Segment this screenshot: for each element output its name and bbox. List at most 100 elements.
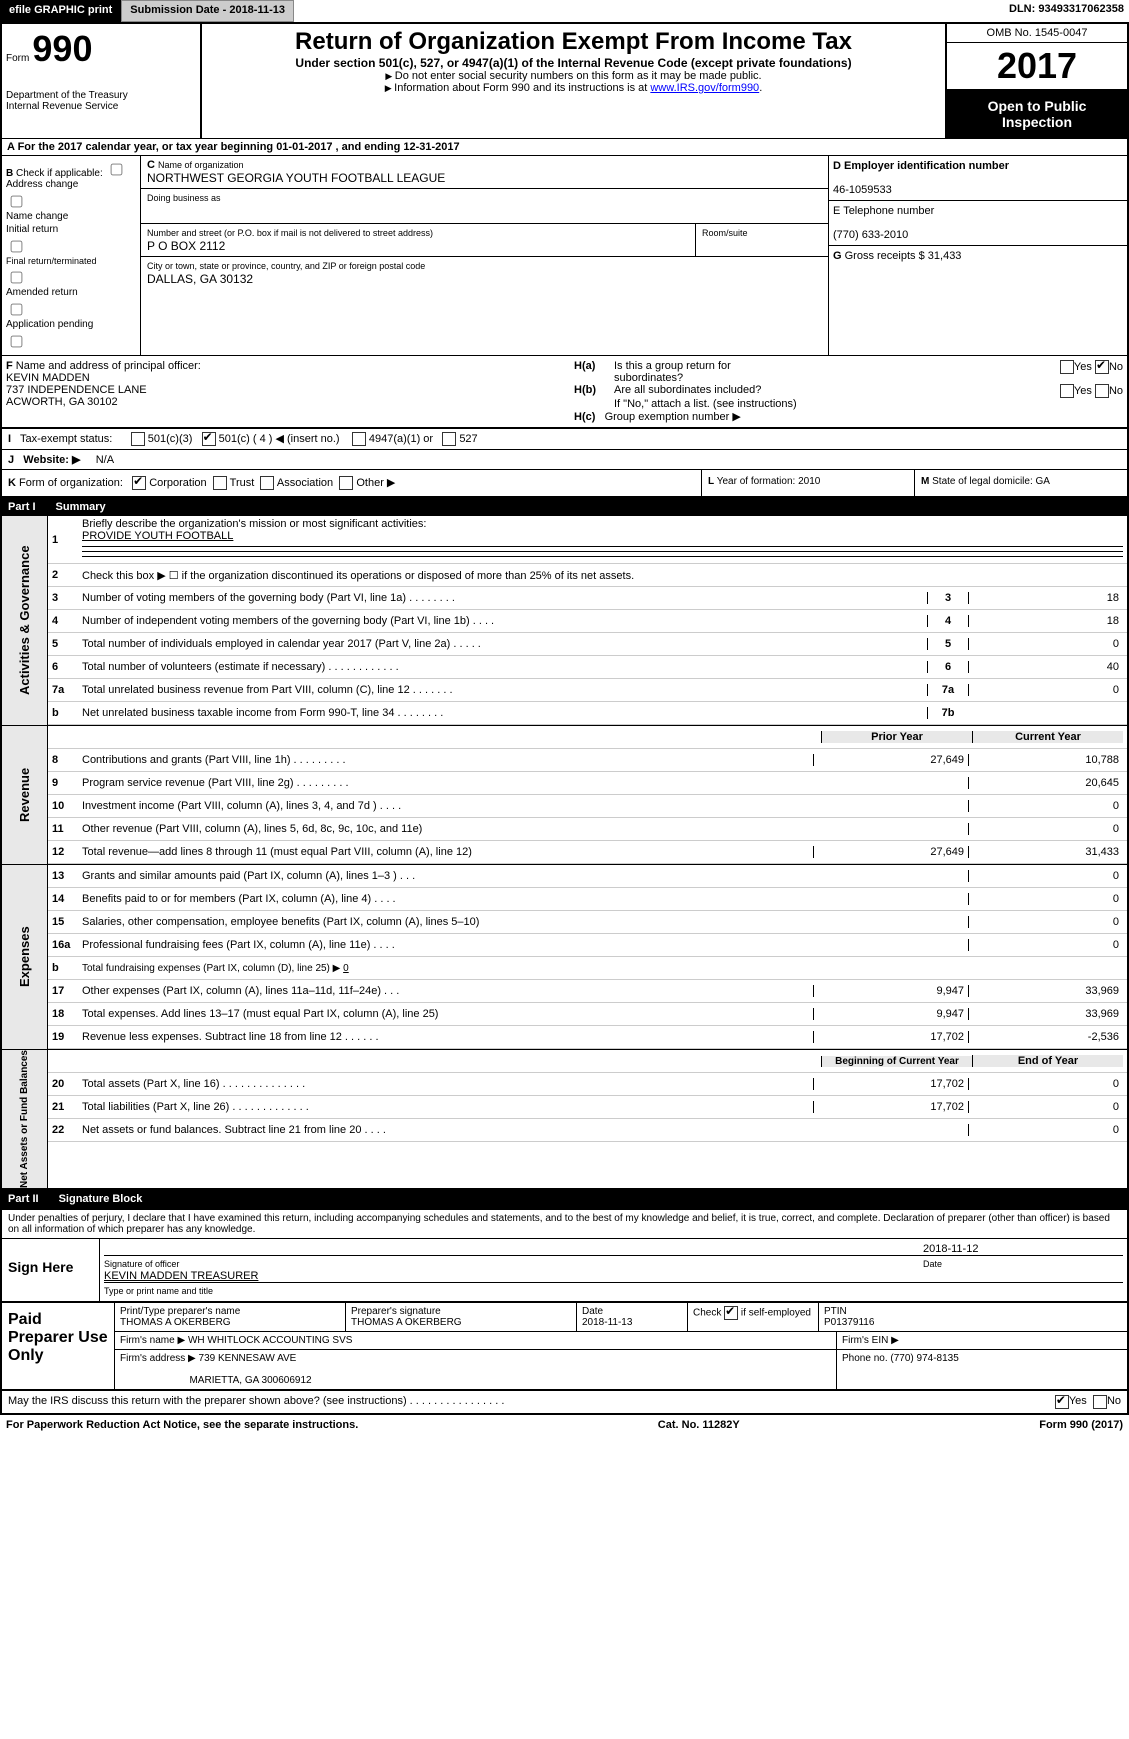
submission-date-box: Submission Date - 2018-11-13 bbox=[121, 0, 294, 22]
opt-other: Other ▶ bbox=[356, 477, 395, 489]
dept-irs: Internal Revenue Service bbox=[6, 101, 196, 112]
checkbox-app-pending[interactable] bbox=[11, 336, 23, 348]
part1-title: Summary bbox=[56, 501, 106, 513]
chk-association[interactable] bbox=[260, 476, 274, 490]
website-label: Website: ▶ bbox=[23, 454, 80, 466]
officer-name: KEVIN MADDEN bbox=[6, 372, 90, 384]
firm-ein-label: Firm's EIN ▶ bbox=[842, 1335, 899, 1346]
ein-label: D Employer identification number bbox=[833, 160, 1009, 172]
discuss-text: May the IRS discuss this return with the… bbox=[8, 1395, 1055, 1409]
discuss-no-checkbox[interactable] bbox=[1093, 1395, 1107, 1409]
row-k-label: K bbox=[8, 477, 16, 489]
discuss-yes-checkbox[interactable] bbox=[1055, 1395, 1069, 1409]
submission-date-label: Submission Date - bbox=[130, 4, 229, 16]
form-number: 990 bbox=[32, 28, 92, 69]
line8-current: 10,788 bbox=[968, 754, 1123, 766]
ha-no-checkbox[interactable] bbox=[1095, 360, 1109, 374]
line16b-pre: Total fundraising expenses (Part IX, col… bbox=[82, 963, 340, 974]
tab-activities-governance: Activities & Governance bbox=[2, 516, 48, 725]
part2-label: Part II bbox=[8, 1193, 59, 1205]
gross-value: 31,433 bbox=[928, 250, 962, 262]
checkbox-initial[interactable] bbox=[11, 241, 23, 253]
submission-date-value: 2018-11-13 bbox=[229, 4, 285, 16]
prep-name: THOMAS A OKERBERG bbox=[120, 1317, 231, 1328]
line21: Total liabilities (Part X, line 26) . . … bbox=[82, 1101, 813, 1113]
firm-addr2: MARIETTA, GA 300606912 bbox=[189, 1375, 311, 1386]
chk-corporation[interactable] bbox=[132, 476, 146, 490]
label-name-change: Name change bbox=[6, 211, 136, 222]
prep-phone-label: Phone no. bbox=[842, 1353, 888, 1364]
hb-no-checkbox[interactable] bbox=[1095, 384, 1109, 398]
section-c-label: C bbox=[147, 159, 155, 171]
chk-501c[interactable] bbox=[202, 432, 216, 446]
org-name-label: Name of organization bbox=[158, 160, 244, 170]
irs-link[interactable]: www.IRS.gov/form990 bbox=[650, 82, 759, 94]
ha-yes-checkbox[interactable] bbox=[1060, 360, 1074, 374]
chk-trust[interactable] bbox=[213, 476, 227, 490]
part2-title: Signature Block bbox=[59, 1193, 143, 1205]
row-a-tax-year: A For the 2017 calendar year, or tax yea… bbox=[0, 138, 1129, 156]
form-instruction-2: Information about Form 990 and its instr… bbox=[212, 82, 935, 94]
state-domicile-value: GA bbox=[1036, 476, 1050, 487]
row-i-label: I bbox=[8, 433, 11, 445]
line12-current: 31,433 bbox=[968, 846, 1123, 858]
checkbox-amended[interactable] bbox=[11, 304, 23, 316]
city-label: City or town, state or province, country… bbox=[147, 261, 425, 271]
g-label: G bbox=[833, 250, 842, 262]
line16a-current: 0 bbox=[968, 939, 1123, 951]
checkbox-name-change[interactable] bbox=[11, 196, 23, 208]
line3: Number of voting members of the governin… bbox=[82, 592, 927, 604]
line18-prior: 9,947 bbox=[813, 1008, 968, 1020]
chk-self-employed[interactable] bbox=[724, 1306, 738, 1320]
line21-prior: 17,702 bbox=[813, 1101, 968, 1113]
line17-prior: 9,947 bbox=[813, 985, 968, 997]
open-to-public: Open to Public Inspection bbox=[947, 90, 1127, 138]
line1-value: PROVIDE YOUTH FOOTBALL bbox=[82, 530, 233, 542]
label-amended: Amended return bbox=[6, 287, 136, 298]
line19: Revenue less expenses. Subtract line 18 … bbox=[82, 1031, 813, 1043]
discuss-no: No bbox=[1107, 1395, 1121, 1409]
hb-yes-checkbox[interactable] bbox=[1060, 384, 1074, 398]
discuss-yes: Yes bbox=[1069, 1395, 1087, 1409]
dept-treasury: Department of the Treasury bbox=[6, 90, 196, 101]
line17: Other expenses (Part IX, column (A), lin… bbox=[82, 985, 813, 997]
ptin-label: PTIN bbox=[824, 1306, 847, 1317]
opt-corporation: Corporation bbox=[149, 477, 206, 489]
phone-label: E Telephone number bbox=[833, 205, 934, 217]
line5: Total number of individuals employed in … bbox=[82, 638, 927, 650]
sig-officer-label: Signature of officer bbox=[104, 1259, 179, 1269]
label-app-pending: Application pending bbox=[6, 319, 136, 330]
chk-527[interactable] bbox=[442, 432, 456, 446]
state-domicile-label: State of legal domicile: bbox=[932, 476, 1033, 487]
tab-expenses: Expenses bbox=[2, 865, 48, 1049]
checkbox-address-change[interactable] bbox=[110, 164, 122, 176]
hb-text: Are all subordinates included? bbox=[614, 384, 1060, 398]
firm-name-label: Firm's name ▶ bbox=[120, 1335, 185, 1346]
section-c: C Name of organization NORTHWEST GEORGIA… bbox=[141, 156, 828, 355]
street-label: Number and street (or P.O. box if mail i… bbox=[147, 228, 433, 238]
line17-current: 33,969 bbox=[968, 985, 1123, 997]
part1-label: Part I bbox=[8, 501, 56, 513]
form-label: Form bbox=[6, 53, 29, 64]
ein-value: 46-1059533 bbox=[833, 184, 892, 196]
firm-addr1: 739 KENNESAW AVE bbox=[199, 1353, 297, 1364]
efile-print-button[interactable]: efile GRAPHIC print bbox=[0, 0, 121, 22]
chk-501c3[interactable] bbox=[131, 432, 145, 446]
opt-trust: Trust bbox=[230, 477, 255, 489]
website-value: N/A bbox=[96, 454, 114, 466]
line19-prior: 17,702 bbox=[813, 1031, 968, 1043]
line16b-value: 0 bbox=[343, 963, 349, 974]
form-org-label: Form of organization: bbox=[19, 477, 123, 489]
checkbox-final[interactable] bbox=[11, 272, 23, 284]
line15: Salaries, other compensation, employee b… bbox=[82, 916, 813, 928]
row-j-label: J bbox=[8, 454, 14, 466]
self-emp-label: if self-employed bbox=[741, 1308, 811, 1319]
line3-value: 18 bbox=[968, 592, 1123, 604]
line18-current: 33,969 bbox=[968, 1008, 1123, 1020]
beginning-year-header: Beginning of Current Year bbox=[821, 1056, 972, 1067]
sig-intro: Under penalties of perjury, I declare th… bbox=[2, 1210, 1127, 1239]
line14-current: 0 bbox=[968, 893, 1123, 905]
chk-4947[interactable] bbox=[352, 432, 366, 446]
chk-other[interactable] bbox=[339, 476, 353, 490]
ptin-value: P01379116 bbox=[824, 1317, 874, 1328]
